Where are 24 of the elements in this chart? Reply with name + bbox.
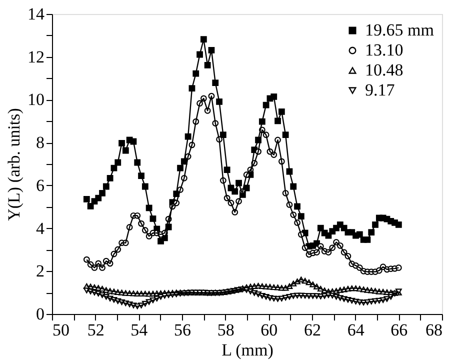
x-axis-title: L (mm)	[222, 340, 274, 360]
y-tick-label: 4	[36, 218, 45, 238]
y-tick-label: 10	[28, 90, 44, 110]
legend-label: 9.17	[365, 80, 396, 100]
x-tick-label: 66	[390, 320, 408, 340]
y-tick-label: 8	[36, 133, 44, 152]
x-tick-label: 60	[260, 320, 278, 340]
x-tick-label: 56	[174, 320, 191, 340]
y-tick-label: 2	[36, 262, 44, 281]
x-tick-label: 64	[347, 320, 365, 340]
x-tick-label: 52	[87, 320, 104, 340]
y-tick-label: 14	[28, 4, 45, 24]
legend-label: 10.48	[365, 60, 404, 80]
x-tick-label: 50	[52, 320, 70, 340]
legend-label: 13.10	[365, 40, 404, 60]
x-tick-label: 62	[304, 320, 321, 340]
y-tick-label: 6	[36, 176, 44, 195]
legend-label: 19.65 mm	[365, 20, 434, 40]
x-tick-label: 54	[130, 320, 148, 340]
x-tick-label: 58	[217, 320, 234, 340]
y-axis-title: Y(L) (arb. units)	[4, 108, 24, 221]
y-tick-label: 12	[28, 47, 44, 66]
y-tick-label: 0	[36, 304, 44, 324]
x-tick-label: 68	[426, 320, 442, 340]
